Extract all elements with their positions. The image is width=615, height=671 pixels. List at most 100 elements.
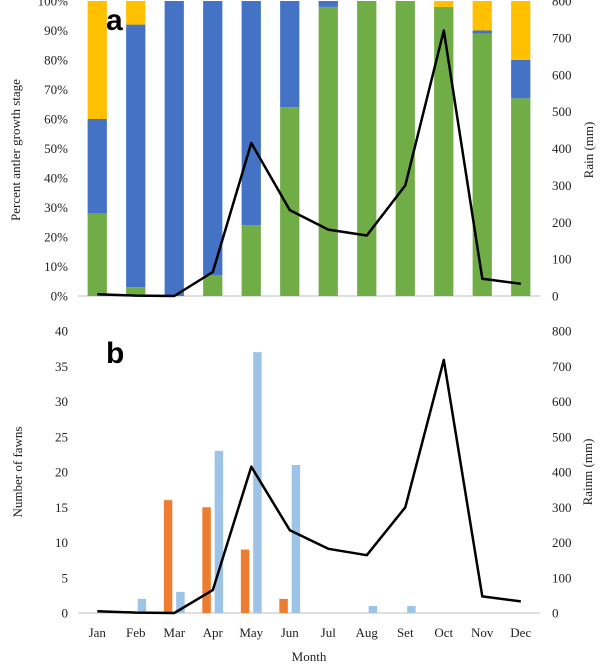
bar-segment-nov-1 xyxy=(472,30,492,34)
right-tick-label: 400 xyxy=(552,465,572,480)
left-tick-label: 5 xyxy=(62,570,69,585)
left-tick-label: 30% xyxy=(44,200,68,215)
left-tick-label: 50% xyxy=(44,141,68,156)
bar-segment-dec-0 xyxy=(511,98,531,296)
panel-b-xlabel: Month xyxy=(292,649,327,664)
bar-segment-apr-1 xyxy=(203,1,223,276)
right-tick-label: 200 xyxy=(552,215,572,230)
bar-feb-1 xyxy=(137,598,147,613)
left-tick-label: 0 xyxy=(62,606,69,621)
panel-b-ylabel: Number of fawns xyxy=(10,427,25,518)
right-tick-label: 800 xyxy=(552,0,572,9)
right-tick-label: 600 xyxy=(552,394,572,409)
month-label-nov: Nov xyxy=(471,625,494,640)
bar-segment-dec-1 xyxy=(511,60,531,99)
panel-b-left-ticks: 0 5 10 15 20 25 30 35 40 xyxy=(55,324,68,621)
rain-line xyxy=(97,29,521,298)
bar-mar-1 xyxy=(176,591,185,613)
right-tick-label: 600 xyxy=(552,67,572,82)
month-label-jan: Jan xyxy=(89,625,107,640)
panel-a-ylabel: Percent antler growth stage xyxy=(8,79,23,221)
panel-b-month-ticks: Jan Feb Mar Apr May Jun Jul Aug Set Oct Nov Dec xyxy=(89,625,532,640)
right-tick-label: 800 xyxy=(552,324,572,339)
bar-segment-may-1 xyxy=(241,1,261,226)
month-label-mar: Mar xyxy=(163,625,185,640)
left-tick-label: 20 xyxy=(55,465,68,480)
bar-set-1 xyxy=(407,605,416,613)
left-tick-label: 20% xyxy=(44,230,68,245)
panel-b-rain-line xyxy=(97,358,521,615)
bar-segment-mar-1 xyxy=(164,1,184,296)
bar-segment-feb-0 xyxy=(126,287,146,296)
left-tick-label: 10% xyxy=(44,259,68,274)
left-tick-label: 80% xyxy=(44,53,68,68)
right-tick-label: 200 xyxy=(552,535,572,550)
bar-jun-0 xyxy=(279,598,288,613)
panel-a: a 0% 10% 20% 30% 40% 50% 60% 70% 80% 90% 100% 0 100… xyxy=(8,0,596,304)
left-tick-label: 10 xyxy=(55,535,68,550)
month-label-oct: Oct xyxy=(434,625,453,640)
bar-segment-jul-0 xyxy=(318,6,338,297)
bar-segment-jul-1 xyxy=(318,1,338,7)
panel-b-y2label: Rainm (mm) xyxy=(580,439,595,506)
bar-jun-1 xyxy=(291,464,301,613)
month-label-apr: Apr xyxy=(203,625,224,640)
right-tick-label: 100 xyxy=(552,570,572,585)
rain-line xyxy=(97,358,521,615)
bar-segment-oct-0 xyxy=(434,6,454,297)
bar-segment-apr-0 xyxy=(203,275,223,296)
bar-may-0 xyxy=(240,549,250,613)
bar-apr-0 xyxy=(202,507,211,613)
panel-b: b 0 5 10 15 20 25 30 35 40 0 100 200 300 400 500 600 70… xyxy=(10,324,595,665)
month-label-jun: Jun xyxy=(281,625,300,640)
bar-aug-1 xyxy=(368,605,378,613)
right-tick-label: 700 xyxy=(552,30,572,45)
panel-b-bars xyxy=(78,352,540,614)
right-tick-label: 300 xyxy=(552,178,572,193)
right-tick-label: 100 xyxy=(552,252,572,267)
bar-segment-jan-2 xyxy=(87,1,107,119)
month-label-jul: Jul xyxy=(321,625,337,640)
right-tick-label: 0 xyxy=(552,289,559,304)
panel-a-letter: a xyxy=(106,4,123,37)
month-label-feb: Feb xyxy=(126,625,146,640)
month-label-may: May xyxy=(239,625,263,640)
left-tick-label: 40% xyxy=(44,171,68,186)
left-tick-label: 40 xyxy=(55,324,68,339)
bar-segment-oct-2 xyxy=(434,1,454,7)
bar-segment-aug-0 xyxy=(357,1,377,296)
left-tick-label: 25 xyxy=(55,429,68,444)
bar-segment-jan-1 xyxy=(87,119,107,214)
panel-a-y2label: Rain (mm) xyxy=(581,122,596,179)
panel-a-left-ticks: 0% 10% 20% 30% 40% 50% 60% 70% 80% 90% 100% xyxy=(38,0,69,304)
left-tick-label: 15 xyxy=(55,500,68,515)
bar-segment-nov-2 xyxy=(472,1,492,31)
bar-may-1 xyxy=(253,352,262,613)
left-tick-label: 0% xyxy=(51,289,69,304)
right-tick-label: 700 xyxy=(552,359,572,374)
bar-segment-jun-0 xyxy=(280,107,300,296)
month-label-aug: Aug xyxy=(356,625,379,640)
bar-segment-feb-2 xyxy=(126,1,146,25)
left-tick-label: 30 xyxy=(55,394,68,409)
month-label-set: Set xyxy=(397,625,414,640)
panel-a-bars xyxy=(78,1,540,297)
panel-b-letter: b xyxy=(106,337,124,370)
left-tick-label: 60% xyxy=(44,112,68,127)
right-tick-label: 500 xyxy=(552,429,572,444)
left-tick-label: 100% xyxy=(38,0,69,9)
left-tick-label: 90% xyxy=(44,23,68,38)
bar-segment-dec-2 xyxy=(511,1,531,60)
right-tick-label: 0 xyxy=(552,606,559,621)
bar-segment-nov-0 xyxy=(472,33,492,296)
month-label-dec: Dec xyxy=(510,625,531,640)
left-tick-label: 35 xyxy=(55,359,68,374)
bar-segment-jan-0 xyxy=(87,213,107,296)
panel-b-right-ticks: 0 100 200 300 400 500 600 700 800 xyxy=(552,324,572,621)
left-tick-label: 70% xyxy=(44,82,68,97)
right-tick-label: 400 xyxy=(552,141,572,156)
bar-segment-feb-1 xyxy=(126,24,146,288)
panel-a-rain-line xyxy=(97,29,521,298)
bar-mar-0 xyxy=(163,500,173,613)
